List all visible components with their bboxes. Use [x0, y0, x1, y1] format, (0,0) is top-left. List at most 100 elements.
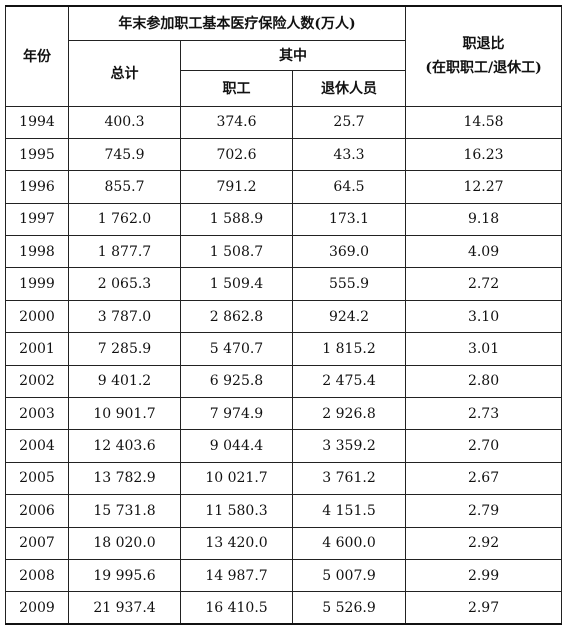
- table-row: 2001 7 285.9 5 470.7 1 815.2 3.01: [5, 332, 563, 366]
- header-cell: 职退比 (在职职工/退休工): [405, 5, 563, 107]
- header-cell: 总计: [68, 39, 181, 107]
- value-cell: 2.97: [405, 591, 563, 625]
- year-cell: 2008: [5, 558, 69, 593]
- table-body: 1994 400.3 374.6 25.7 14.58 1995 745.9 702.6 43.…: [5, 105, 563, 625]
- header-text: 职退比: [462, 36, 505, 53]
- year-cell: 2000: [5, 299, 69, 334]
- value-cell: 2.79: [405, 494, 563, 528]
- header-cell: 年末参加职工基本医疗保险人数(万人): [67, 5, 407, 41]
- value-cell: 2.80: [405, 364, 563, 399]
- value-cell: 5 470.7: [180, 332, 293, 366]
- value-cell: 2 065.3: [68, 267, 181, 301]
- header-cell: 其中: [179, 39, 407, 71]
- table-row: 2002 9 401.2 6 925.8 2 475.4 2.80: [5, 364, 563, 399]
- year-cell: 2001: [5, 332, 69, 366]
- value-cell: 10 021.7: [180, 461, 293, 496]
- table-row: 2006 15 731.8 11 580.3 4 151.5 2.79: [5, 494, 563, 528]
- year-cell: 2005: [5, 461, 69, 496]
- table-row: 1998 1 877.7 1 508.7 369.0 4.09: [5, 235, 563, 269]
- year-cell: 1997: [5, 202, 69, 237]
- value-cell: 924.2: [291, 299, 407, 334]
- value-cell: 2 475.4: [291, 364, 407, 399]
- table-row: 2008 19 995.6 14 987.7 5 007.9 2.99: [5, 558, 563, 593]
- value-cell: 1 877.7: [68, 235, 181, 269]
- year-cell: 2004: [5, 429, 69, 463]
- value-cell: 2.92: [405, 526, 563, 560]
- value-cell: 2.67: [405, 461, 563, 496]
- value-cell: 3.01: [405, 332, 563, 366]
- table-row: 2009 21 937.4 16 410.5 5 526.9 2.97: [5, 591, 563, 625]
- value-cell: 64.5: [291, 170, 407, 204]
- value-cell: 4 151.5: [291, 494, 407, 528]
- value-cell: 2.72: [405, 267, 563, 301]
- value-cell: 400.3: [68, 105, 181, 139]
- value-cell: 13 782.9: [68, 461, 181, 496]
- value-cell: 14 987.7: [180, 558, 293, 593]
- value-cell: 43.3: [291, 137, 407, 172]
- table-row: 2004 12 403.6 9 044.4 3 359.2 2.70: [5, 429, 563, 463]
- year-cell: 1994: [5, 105, 69, 139]
- year-cell: 2006: [5, 494, 69, 528]
- value-cell: 1 509.4: [180, 267, 293, 301]
- value-cell: 374.6: [180, 105, 293, 139]
- value-cell: 2.73: [405, 397, 563, 431]
- table-row: 1997 1 762.0 1 588.9 173.1 9.18: [5, 202, 563, 237]
- value-cell: 555.9: [291, 267, 407, 301]
- value-cell: 855.7: [68, 170, 181, 204]
- table-header: 年份 年末参加职工基本医疗保险人数(万人) 职退比 (在职职工/退休工) 总计 其…: [5, 5, 563, 107]
- value-cell: 6 925.8: [180, 364, 293, 399]
- header-cell: 职工: [180, 69, 293, 107]
- value-cell: 9 044.4: [180, 429, 293, 463]
- table-row: 2007 18 020.0 13 420.0 4 600.0 2.92: [5, 526, 563, 560]
- value-cell: 21 937.4: [68, 591, 181, 625]
- data-table: 年份 年末参加职工基本医疗保险人数(万人) 职退比 (在职职工/退休工) 总计 其…: [5, 5, 563, 626]
- value-cell: 5 526.9: [291, 591, 407, 625]
- value-cell: 2 926.8: [291, 397, 407, 431]
- year-cell: 2007: [5, 526, 69, 560]
- value-cell: 3 761.2: [291, 461, 407, 496]
- value-cell: 1 508.7: [180, 235, 293, 269]
- value-cell: 19 995.6: [68, 558, 181, 593]
- table-row: 2005 13 782.9 10 021.7 3 761.2 2.67: [5, 461, 563, 496]
- value-cell: 14.58: [405, 105, 563, 139]
- value-cell: 5 007.9: [291, 558, 407, 593]
- value-cell: 1 762.0: [68, 202, 181, 237]
- value-cell: 3.10: [405, 299, 563, 334]
- value-cell: 10 901.7: [68, 397, 181, 431]
- value-cell: 7 285.9: [68, 332, 181, 366]
- value-cell: 4.09: [405, 235, 563, 269]
- value-cell: 16 410.5: [180, 591, 293, 625]
- header-text: (在职职工/退休工): [425, 60, 542, 77]
- year-cell: 2003: [5, 397, 69, 431]
- value-cell: 745.9: [68, 137, 181, 172]
- value-cell: 12 403.6: [68, 429, 181, 463]
- value-cell: 173.1: [291, 202, 407, 237]
- value-cell: 2.70: [405, 429, 563, 463]
- value-cell: 1 815.2: [291, 332, 407, 366]
- value-cell: 9 401.2: [68, 364, 181, 399]
- value-cell: 9.18: [405, 202, 563, 237]
- value-cell: 18 020.0: [68, 526, 181, 560]
- value-cell: 791.2: [180, 170, 293, 204]
- year-cell: 1995: [5, 137, 69, 172]
- year-cell: 2002: [5, 364, 69, 399]
- value-cell: 1 588.9: [180, 202, 293, 237]
- value-cell: 12.27: [405, 170, 563, 204]
- value-cell: 25.7: [291, 105, 407, 139]
- table-row: 2003 10 901.7 7 974.9 2 926.8 2.73: [5, 397, 563, 431]
- year-cell: 1998: [5, 235, 69, 269]
- year-cell: 1999: [5, 267, 69, 301]
- header-cell: 退休人员: [291, 69, 407, 107]
- value-cell: 4 600.0: [291, 526, 407, 560]
- value-cell: 16.23: [405, 137, 563, 172]
- value-cell: 13 420.0: [180, 526, 293, 560]
- year-cell: 1996: [5, 170, 69, 204]
- value-cell: 7 974.9: [180, 397, 293, 431]
- value-cell: 369.0: [291, 235, 407, 269]
- value-cell: 2 862.8: [180, 299, 293, 334]
- header-cell: 年份: [5, 5, 69, 107]
- year-cell: 2009: [5, 591, 69, 625]
- value-cell: 3 787.0: [68, 299, 181, 334]
- table-row: 2000 3 787.0 2 862.8 924.2 3.10: [5, 299, 563, 334]
